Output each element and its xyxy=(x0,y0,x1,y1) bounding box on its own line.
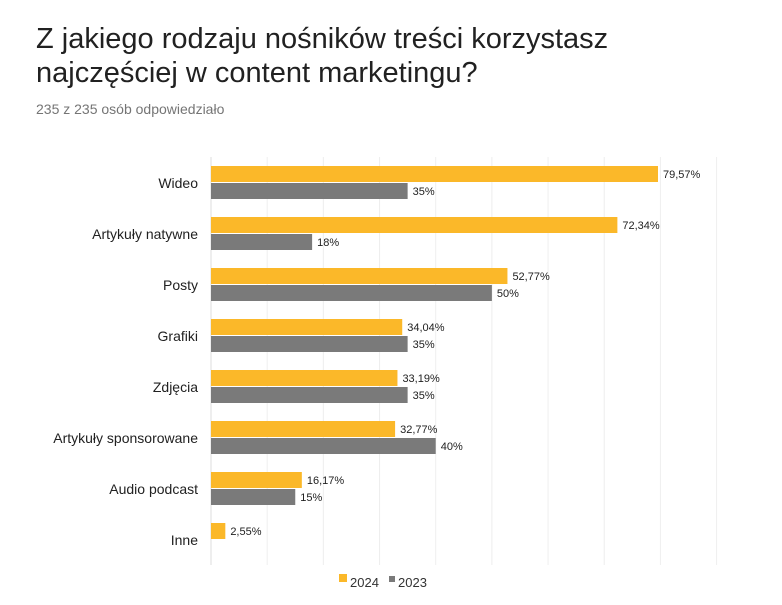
bar-2023 xyxy=(211,387,408,403)
data-label-2024: 33,19% xyxy=(402,373,440,385)
bar-2024 xyxy=(211,319,403,335)
chart-title: Z jakiego rodzaju nośników treści korzys… xyxy=(36,23,609,89)
bar-2023 xyxy=(211,489,296,505)
data-label-2024: 2,55% xyxy=(230,526,261,538)
bar-2024 xyxy=(211,472,302,488)
data-label-2023: 35% xyxy=(413,390,435,402)
data-label-2023: 35% xyxy=(413,186,435,198)
data-label-2024: 52,77% xyxy=(512,271,550,283)
category-label: Posty xyxy=(163,277,198,293)
bar-2024 xyxy=(211,523,226,539)
bar-2024 xyxy=(211,421,396,437)
data-label-2023: 15% xyxy=(300,492,322,504)
bar-2024 xyxy=(211,370,398,386)
data-label-2024: 16,17% xyxy=(307,475,345,487)
category-label: Wideo xyxy=(158,175,198,191)
data-label-2024: 72,34% xyxy=(622,220,660,232)
data-label-2024: 34,04% xyxy=(407,322,445,334)
bar-2023 xyxy=(211,183,408,199)
data-label-2024: 32,77% xyxy=(400,424,438,436)
bar-2024 xyxy=(211,166,658,182)
category-label: Artykuły natywne xyxy=(92,226,198,242)
legend-label-2024: 2024 xyxy=(350,575,379,590)
bar-2023 xyxy=(211,336,408,352)
category-label: Artykuły sponsorowane xyxy=(53,430,198,446)
legend-swatch-2024 xyxy=(339,574,347,582)
data-label-2024: 79,57% xyxy=(663,169,701,181)
bar-2023 xyxy=(211,234,313,250)
data-label-2023: 40% xyxy=(441,441,463,453)
data-label-2023: 18% xyxy=(317,237,339,249)
bar-2023 xyxy=(211,438,436,454)
category-label: Audio podcast xyxy=(109,481,198,497)
bar-2024 xyxy=(211,268,508,284)
category-label: Inne xyxy=(171,532,198,548)
bar-2023 xyxy=(211,285,492,301)
legend-swatch-2023 xyxy=(389,576,395,582)
data-label-2023: 35% xyxy=(413,339,435,351)
legend-label-2023: 2023 xyxy=(398,575,427,590)
category-label: Grafiki xyxy=(158,328,198,344)
data-label-2023: 50% xyxy=(497,288,519,300)
response-count: 235 z 235 osób odpowiedziało xyxy=(36,101,225,117)
category-label: Zdjęcia xyxy=(153,379,198,395)
bar-2024 xyxy=(211,217,618,233)
